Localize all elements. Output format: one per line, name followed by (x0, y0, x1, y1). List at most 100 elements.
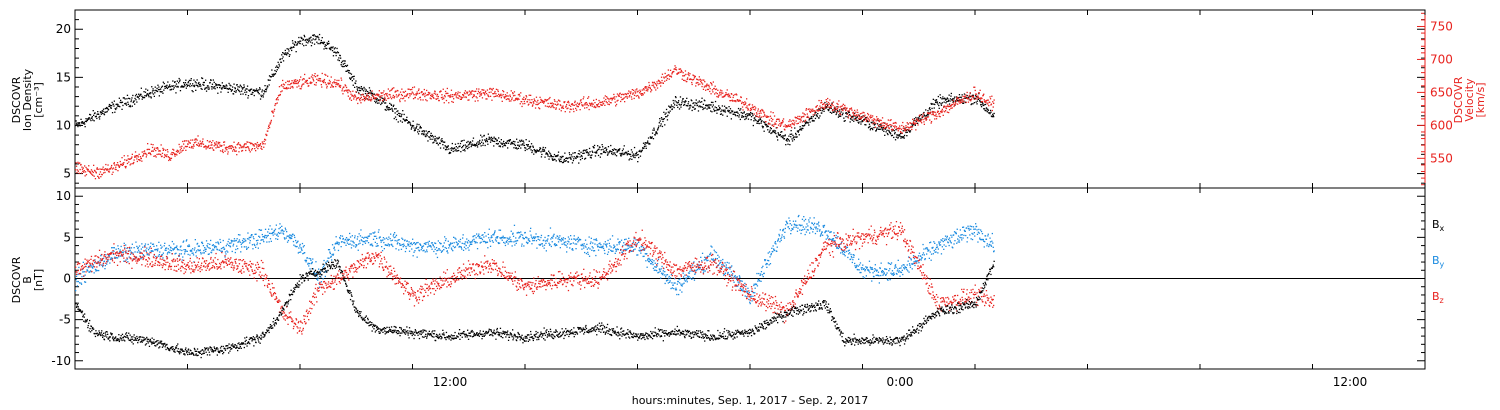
by-series-point (390, 233, 392, 235)
velocity-series-point (525, 96, 528, 98)
velocity-series-point (707, 88, 709, 91)
ion-density-series-point (301, 37, 303, 39)
velocity-series-point (353, 98, 355, 100)
velocity-series-point (385, 93, 387, 95)
ion-density-series-point (894, 139, 897, 141)
velocity-series-point (555, 108, 557, 110)
ion-density-series-point (672, 105, 674, 108)
velocity-series-point (819, 107, 822, 109)
velocity-series-point (548, 98, 550, 100)
velocity-series-point (917, 120, 919, 122)
by-series-point (323, 264, 326, 266)
velocity-series-point (563, 101, 565, 104)
ion-density-series-point (169, 86, 172, 88)
by-series-point (262, 239, 264, 241)
ion-density-series-point (346, 64, 349, 66)
ion-density-series-point (381, 97, 384, 99)
ion-density-series-point (116, 107, 118, 109)
velocity-series-point (688, 78, 691, 81)
velocity-series-point (792, 119, 794, 121)
ion-density-series-point (206, 87, 208, 89)
ion-density-series-point (107, 108, 110, 111)
velocity-series-point (89, 172, 92, 174)
velocity-series-point (946, 105, 948, 107)
velocity-series-point (903, 125, 905, 128)
velocity-series-point (477, 100, 479, 102)
by-series-point (399, 243, 401, 245)
velocity-series-point (556, 104, 558, 106)
velocity-series-point (584, 102, 587, 104)
ion-density-series-point (522, 140, 525, 142)
velocity-series-point (666, 77, 669, 80)
ion-density-series-point (654, 134, 656, 136)
velocity-series-point (686, 78, 688, 80)
by-series-point (392, 235, 394, 237)
velocity-series-point (451, 100, 453, 103)
ion-density-series-point (902, 130, 904, 132)
by-series-point (254, 233, 256, 235)
ion-density-series-point (119, 106, 121, 108)
by-series-point (357, 249, 359, 251)
ion-density-series-point (317, 42, 319, 45)
velocity-series-point (793, 120, 795, 122)
ion-density-series-point (629, 158, 631, 160)
velocity-series-point (153, 155, 155, 157)
by-series-point (84, 274, 86, 276)
ion-density-series-point (617, 148, 619, 151)
by-series-point (108, 255, 111, 257)
by-series-point (290, 234, 292, 237)
ion-density-series-point (367, 92, 370, 95)
ion-density-series-point (441, 140, 444, 142)
by-series-point (381, 250, 384, 252)
velocity-series-point (614, 101, 616, 103)
bottom-left-axis-title-line: DSCOVR (10, 256, 23, 303)
ion-density-series-point (328, 47, 331, 49)
velocity-series-point (313, 83, 316, 86)
by-series-point (420, 244, 422, 246)
velocity-series-point (536, 101, 538, 103)
ion-density-series-point (244, 91, 246, 93)
by-series-point (127, 261, 129, 263)
ion-density-series-point (435, 138, 437, 140)
ion-density-series-point (972, 94, 975, 96)
by-series-point (139, 251, 142, 253)
ion-density-series-point (793, 136, 795, 138)
velocity-series-point (845, 109, 847, 112)
ion-density-series-point (947, 98, 949, 100)
ion-density-series-point (679, 96, 682, 98)
ion-density-series-point (438, 137, 440, 139)
by-series-point (109, 262, 111, 264)
ion-density-series-point (526, 144, 529, 146)
velocity-series-point (459, 98, 462, 100)
ion-density-series-point (486, 140, 489, 143)
velocity-series-point (838, 100, 840, 102)
ion-density-series-point (857, 119, 859, 122)
ion-density-series-point (143, 96, 146, 99)
velocity-series-point (616, 100, 618, 102)
ion-density-series-point (871, 122, 873, 124)
ion-density-series-point (201, 77, 203, 79)
ion-density-series-point (652, 129, 654, 131)
velocity-series-point (775, 123, 777, 125)
ion-density-series-point (394, 116, 397, 118)
ion-density-series-point (84, 126, 86, 128)
ion-density-series-point (923, 114, 925, 116)
ion-density-series-point (770, 132, 772, 135)
velocity-series-point (711, 84, 713, 86)
ion-density-series-point (296, 44, 298, 46)
velocity-series-point (501, 95, 503, 97)
ion-density-series-point (939, 94, 941, 96)
ion-density-series-point (450, 147, 452, 150)
by-series-point (155, 248, 157, 251)
ion-density-series-point (151, 92, 153, 94)
velocity-series-point (427, 91, 430, 94)
ion-density-series-point (562, 155, 564, 158)
velocity-series-point (527, 104, 529, 106)
ion-density-series-point (338, 59, 340, 62)
ion-density-series-point (85, 120, 88, 123)
velocity-series-point (829, 99, 831, 101)
ion-density-series-point (675, 101, 678, 103)
velocity-series-point (575, 103, 577, 106)
by-series-point (257, 247, 259, 249)
velocity-series-point (764, 114, 766, 116)
